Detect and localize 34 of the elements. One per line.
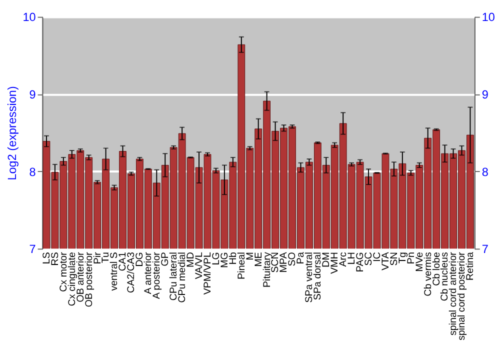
x-tick-label: Pineal <box>236 252 248 280</box>
x-tick-label: VA/VL <box>194 252 205 280</box>
x-tick-label: LG <box>210 252 222 266</box>
x-tick-label: PAG <box>354 252 366 272</box>
x-tick-label: SC <box>363 252 374 266</box>
x-tick-label: Retina <box>465 252 476 280</box>
x-tick-label: Pituitary <box>262 252 273 288</box>
y-tick-label: 10 <box>22 11 36 24</box>
x-tick-label: MD <box>185 252 196 268</box>
x-tick-label: OB anterior <box>75 251 86 302</box>
y2-tick-label: 7 <box>482 243 488 256</box>
x-tick-label: RS <box>50 252 61 266</box>
x-tick-label: MVe <box>414 252 426 272</box>
x-tick-label: M <box>244 252 256 260</box>
x-tick-label: A posterior <box>152 251 163 299</box>
y-tick-label: 8 <box>29 166 36 179</box>
y2-tick-label: 8 <box>482 166 489 179</box>
x-tick-label: VTA <box>380 252 392 270</box>
x-tick-label: OB posterior <box>84 251 95 308</box>
x-tick-label: SN <box>388 252 400 266</box>
x-tick-label: spinal cord posterior <box>456 251 468 340</box>
y2-tick-label: 10 <box>482 11 496 24</box>
x-tick-label: IC <box>372 252 383 262</box>
x-tick-label: Tg <box>397 252 408 264</box>
x-tick-label: Cx cingulate <box>66 252 78 306</box>
x-tick-label: Hb <box>228 252 239 265</box>
x-tick-label: LS <box>41 252 52 264</box>
x-tick-label: VPM/VPL <box>202 252 214 295</box>
x-tick-label: ME <box>253 252 264 267</box>
y-tick-label: 7 <box>29 243 36 256</box>
y-axis-title: Log2 (expression) <box>6 86 19 180</box>
x-tick-label: Pn <box>406 252 417 264</box>
y2-tick-label: 9 <box>482 88 488 102</box>
y-tick-label: 9 <box>29 88 36 102</box>
